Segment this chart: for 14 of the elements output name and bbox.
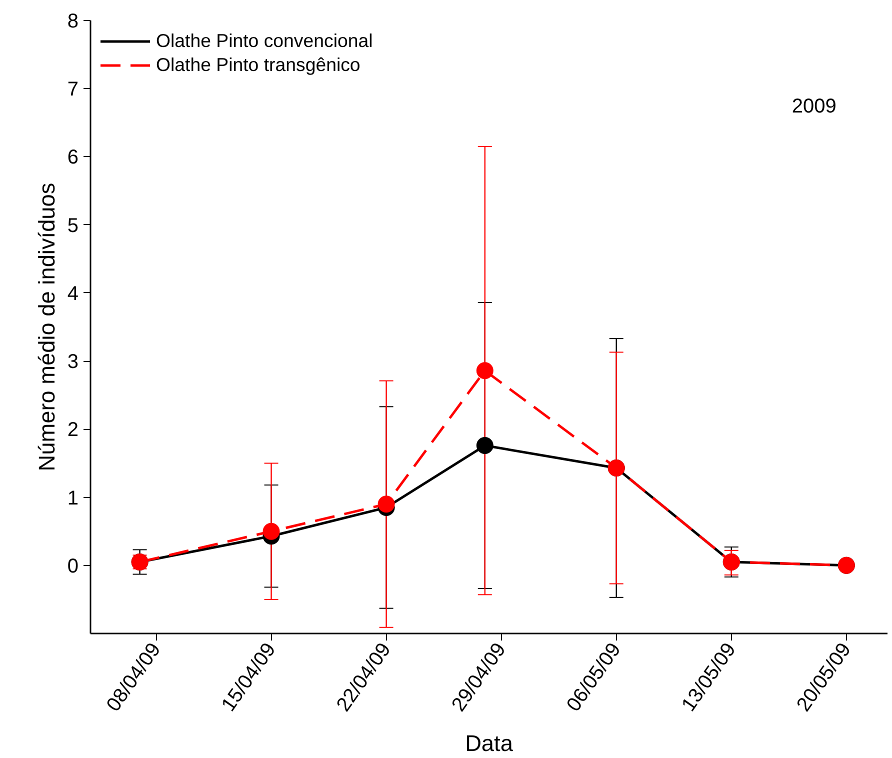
legend-label: Olathe Pinto convencional — [156, 30, 373, 52]
y-axis-title: Número médio de indivíduos — [33, 182, 60, 472]
y-tick-label: 0 — [67, 555, 78, 578]
annotation: 2009 — [792, 95, 836, 118]
y-tick-label: 2 — [67, 419, 78, 442]
legend-label: Olathe Pinto transgênico — [156, 54, 360, 76]
y-tick-label: 7 — [67, 78, 78, 101]
y-tick-label: 1 — [67, 487, 78, 510]
y-tick-label: 4 — [67, 282, 78, 305]
y-tick-label: 6 — [67, 146, 78, 169]
y-tick-label: 8 — [67, 10, 78, 32]
y-tick-label: 5 — [67, 214, 78, 237]
x-axis-title: Data — [465, 730, 514, 756]
y-tick-label: 3 — [67, 351, 78, 374]
